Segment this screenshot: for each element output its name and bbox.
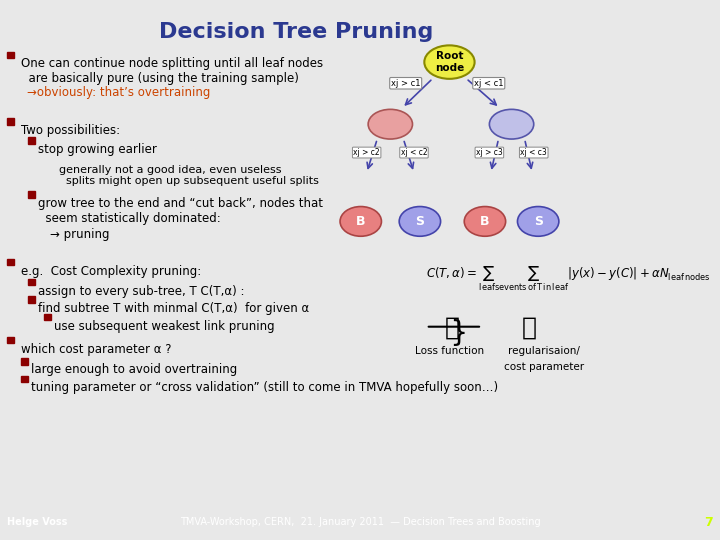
Text: ⎵: ⎵ (522, 316, 537, 340)
Text: xj < c3: xj < c3 (521, 148, 547, 157)
Ellipse shape (490, 109, 534, 139)
Text: which cost parameter α ?: which cost parameter α ? (21, 343, 171, 356)
Text: S: S (534, 215, 543, 228)
Text: xj < c2: xj < c2 (400, 148, 427, 157)
Text: $C(T,\alpha) = \sum_{\rm leafs} \sum_{\rm events\,of\,T\,in\,leaf} |y(x)-y(C)| +: $C(T,\alpha) = \sum_{\rm leafs} \sum_{\r… (426, 265, 711, 293)
Text: tuning parameter or “cross validation” (still to come in TMVA hopefully soon…): tuning parameter or “cross validation” (… (31, 381, 498, 394)
Text: cost parameter: cost parameter (504, 362, 584, 372)
Text: B: B (356, 215, 366, 228)
Text: use subsequent weakest link pruning: use subsequent weakest link pruning (55, 320, 275, 333)
FancyBboxPatch shape (7, 337, 14, 343)
Text: Two possibilities:: Two possibilities: (21, 124, 120, 137)
Ellipse shape (340, 206, 382, 237)
Text: 7: 7 (704, 516, 713, 529)
Text: → pruning: → pruning (50, 228, 109, 241)
Text: assign to every sub-tree, T C(T,α) :: assign to every sub-tree, T C(T,α) : (38, 285, 245, 298)
Text: regularisaion/: regularisaion/ (508, 346, 580, 356)
FancyBboxPatch shape (21, 376, 28, 382)
Text: B: B (480, 215, 490, 228)
Text: e.g.  Cost Complexity pruning:: e.g. Cost Complexity pruning: (21, 265, 201, 278)
FancyBboxPatch shape (28, 191, 35, 198)
Text: Root
node: Root node (435, 51, 464, 73)
FancyBboxPatch shape (21, 358, 28, 365)
Text: S: S (415, 215, 424, 228)
FancyBboxPatch shape (7, 259, 14, 265)
FancyBboxPatch shape (45, 314, 51, 320)
Ellipse shape (464, 206, 505, 237)
Text: →obviously: that’s overtraining: →obviously: that’s overtraining (27, 86, 210, 99)
Text: large enough to avoid overtraining: large enough to avoid overtraining (31, 363, 237, 376)
FancyBboxPatch shape (7, 118, 14, 125)
Text: Helge Voss: Helge Voss (7, 517, 68, 528)
Text: generally not a good idea, even useless
  splits might open up subsequent useful: generally not a good idea, even useless … (59, 165, 319, 186)
Text: xj > c3: xj > c3 (476, 148, 503, 157)
Text: ⎵: ⎵ (445, 316, 460, 340)
Text: One can continue node splitting until all leaf nodes
  are basically pure (using: One can continue node splitting until al… (21, 57, 323, 85)
Ellipse shape (399, 206, 441, 237)
FancyBboxPatch shape (28, 279, 35, 285)
Text: xj > c1: xj > c1 (391, 79, 420, 87)
FancyBboxPatch shape (7, 52, 14, 58)
Text: xj < c1: xj < c1 (474, 79, 503, 87)
Text: {: { (444, 316, 462, 344)
FancyBboxPatch shape (28, 137, 35, 144)
Text: stop growing earlier: stop growing earlier (38, 143, 157, 156)
Text: TMVA-Workshop, CERN,  21. January 2011  — Decision Trees and Boosting: TMVA-Workshop, CERN, 21. January 2011 — … (180, 517, 540, 528)
Text: xj > c2: xj > c2 (354, 148, 380, 157)
Ellipse shape (368, 109, 413, 139)
Ellipse shape (424, 45, 474, 79)
Text: Loss function: Loss function (415, 346, 484, 356)
Ellipse shape (518, 206, 559, 237)
Text: Decision Tree Pruning: Decision Tree Pruning (158, 22, 433, 42)
FancyBboxPatch shape (28, 296, 35, 303)
Text: find subtree T with minmal C(T,α)  for given α: find subtree T with minmal C(T,α) for gi… (38, 302, 310, 315)
Text: grow tree to the end and “cut back”, nodes that
  seem statistically dominated:: grow tree to the end and “cut back”, nod… (38, 197, 323, 225)
